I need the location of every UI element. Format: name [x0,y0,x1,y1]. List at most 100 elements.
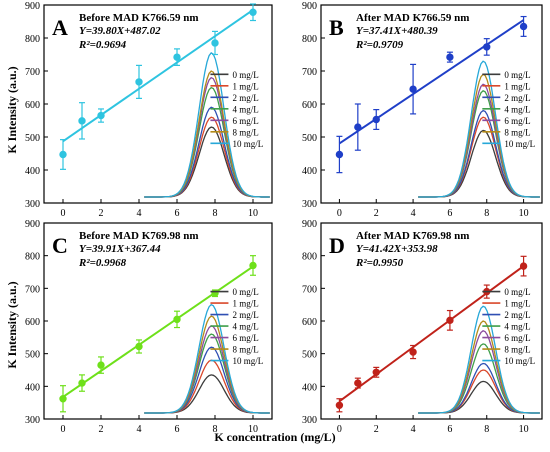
legend-label: 0 mg/L [232,287,258,297]
data-point [249,8,257,16]
legend-label: 2 mg/L [504,310,530,320]
y-tick-label: 600 [25,100,40,111]
panel-b: 300 400 500 600 700 800 900 0 2 4 6 8 10 B After MAD K… [302,1,543,219]
x-tick-label: 2 [99,424,104,435]
fit-equation: Y=39.80X+487.02 [79,25,161,37]
legend-label: 2 mg/L [504,93,530,103]
x-tick-label: 10 [519,424,529,435]
legend-label: 10 mg/L [504,139,535,149]
x-tick-label: 8 [213,424,218,435]
legend-label: 0 mg/L [504,70,530,80]
data-point [446,316,454,325]
data-point [335,401,344,409]
y-tick-label: 700 [25,67,40,78]
legend-label: 1 mg/L [232,81,258,91]
fit-equation: Y=41.42X+353.98 [356,243,438,255]
y-tick-label: 500 [302,133,317,144]
panel-letter: A [52,15,68,40]
x-tick-label: 8 [213,208,218,219]
x-tick-label: 2 [99,208,104,219]
panel-d: 300 400 500 600 700 800 900 0 2 4 6 8 10 D After MAD K… [302,219,543,435]
y-axis-label-top: K Intensity (a.u.) [5,66,19,153]
spectrum-curve-6 [418,305,540,414]
y-tick-label: 600 [302,100,317,111]
data-point [372,368,380,376]
x-tick-label: 2 [374,424,379,435]
y-tick-label: 900 [25,1,40,12]
x-tick-label: 8 [484,424,489,435]
y-axis-label-bottom: K Intensity (a.u.) [5,281,19,368]
data-point [335,150,344,159]
x-tick-label: 10 [248,208,258,219]
data-point [519,262,528,270]
x-tick-label: 10 [248,424,258,435]
data-point [97,361,105,369]
y-tick-label: 400 [302,166,317,177]
panel-c: 300 400 500 600 700 800 900 0 2 4 6 8 10 C Before MAD … [25,219,273,435]
y-tick-label: 400 [25,166,40,177]
data-point [59,395,67,403]
panel-title: Before MAD K769.98 nm [79,230,199,242]
fit-line [62,265,254,398]
data-point [372,115,380,124]
data-point [135,78,143,86]
legend-label: 6 mg/L [232,116,258,126]
fit-line [338,19,525,145]
data-point [173,315,181,324]
fit-equation: Y=37.41X+480.39 [356,25,438,37]
x-tick-label: 0 [337,208,342,219]
y-tick-label: 900 [302,219,317,230]
x-tick-label: 6 [447,424,452,435]
fit-line [338,265,525,403]
y-tick-label: 600 [302,317,317,328]
legend-label: 1 mg/L [232,299,258,309]
fit-equation: Y=39.91X+367.44 [79,243,161,255]
legend-label: 6 mg/L [504,116,530,126]
legend-label: 4 mg/L [504,104,530,114]
data-point [354,379,362,387]
r-squared: R²=0.9950 [355,257,404,269]
data-point [519,22,528,31]
legend-label: 0 mg/L [232,70,258,80]
spectrum-curve-6 [144,303,270,414]
y-tick-label: 700 [302,67,317,78]
x-tick-label: 4 [137,424,142,435]
data-point [354,123,362,131]
data-point [173,53,181,61]
x-tick-label: 4 [411,208,416,219]
x-tick-label: 0 [61,208,66,219]
y-tick-label: 800 [302,252,317,263]
spectrum-curve-0 [144,126,270,198]
data-point [59,150,67,159]
panel-title: After MAD K769.98 nm [356,230,469,242]
legend-label: 8 mg/L [504,345,530,355]
fit-line [62,9,254,143]
panel-title: Before MAD K766.59 nm [79,12,199,24]
y-tick-label: 600 [25,317,40,328]
r-squared: R²=0.9694 [78,39,127,51]
data-point [211,39,219,47]
x-tick-label: 4 [137,208,142,219]
spectrum-curve-0 [418,380,540,414]
y-tick-label: 500 [25,133,40,144]
legend-label: 1 mg/L [504,299,530,309]
legend-label: 8 mg/L [232,345,258,355]
spectrum-curve-2 [418,362,540,414]
y-tick-label: 900 [25,219,40,230]
x-tick-label: 8 [484,208,489,219]
y-tick-label: 700 [25,284,40,295]
y-tick-label: 900 [302,1,317,12]
data-point [483,43,491,51]
legend-label: 1 mg/L [504,81,530,91]
x-tick-label: 2 [374,208,379,219]
data-point [446,53,454,61]
y-tick-label: 300 [25,199,40,210]
data-point [78,117,86,125]
legend-label: 10 mg/L [504,356,535,366]
y-tick-label: 300 [302,415,317,426]
legend-label: 8 mg/L [232,127,258,137]
x-tick-label: 0 [337,424,342,435]
legend-label: 8 mg/L [504,127,530,137]
